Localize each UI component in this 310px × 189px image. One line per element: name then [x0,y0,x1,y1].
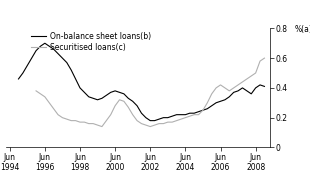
Securitised loans(c) [34,90,38,92]
On-balance sheet loans(b) [17,78,20,80]
On-balance sheet loans(b) [25,64,29,67]
Securitised loans(c) [263,57,266,59]
On-balance sheet loans(b) [192,112,196,114]
On-balance sheet loans(b) [43,42,47,44]
Securitised loans(c) [184,116,187,119]
On-balance sheet loans(b) [148,119,152,122]
On-balance sheet loans(b) [263,85,266,88]
Securitised loans(c) [241,81,244,83]
On-balance sheet loans(b) [197,111,201,113]
Line: Securitised loans(c): Securitised loans(c) [36,58,264,127]
Securitised loans(c) [100,125,104,128]
On-balance sheet loans(b) [126,97,130,99]
Securitised loans(c) [214,87,218,89]
On-balance sheet loans(b) [87,96,91,98]
Securitised loans(c) [175,119,179,122]
Y-axis label: %(a): %(a) [295,25,310,34]
Line: On-balance sheet loans(b): On-balance sheet loans(b) [19,43,264,121]
On-balance sheet loans(b) [30,57,33,59]
Securitised loans(c) [96,124,100,126]
Legend: On-balance sheet loans(b), Securitised loans(c): On-balance sheet loans(b), Securitised l… [31,32,151,52]
Securitised loans(c) [170,121,174,123]
